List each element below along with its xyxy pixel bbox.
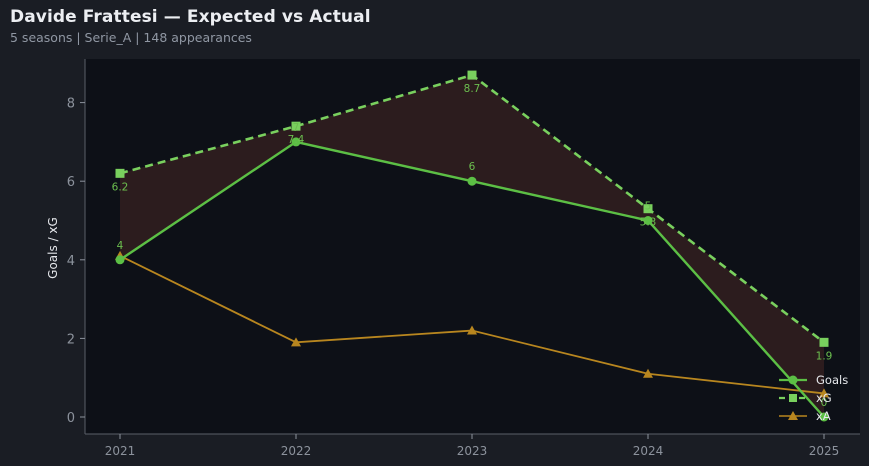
legend-triangle-icon (788, 411, 798, 420)
x-tick-label: 2022 (281, 444, 312, 458)
data-labels: 6.2 7.4 8.7 5.3 1.9 4 7 6 5 0 (112, 83, 833, 409)
x-ticks: 2021 2022 2023 2024 2025 (105, 434, 840, 458)
square-marker-icon (643, 204, 653, 214)
y-axis-label: Goals / xG (46, 217, 60, 279)
circle-marker-icon (291, 137, 301, 147)
chart-subtitle: 5 seasons | Serie_A | 148 appearances (10, 30, 252, 45)
triangle-marker-icon (291, 337, 301, 347)
goals-data-label: 0 (821, 397, 828, 409)
xg-data-label: 1.9 (816, 350, 833, 362)
xg-goals-gap-fill (120, 75, 824, 417)
triangle-marker-icon (467, 325, 477, 335)
chart-title: Davide Frattesi — Expected vs Actual (10, 7, 371, 27)
goals-data-label: 6 (469, 161, 476, 173)
legend-goals: Goals (816, 373, 848, 387)
y-tick-label: 4 (67, 254, 75, 269)
goals-data-label: 5 (645, 201, 652, 213)
y-ticks: 0 2 4 6 8 (67, 97, 85, 426)
legend-circle-icon (788, 375, 798, 385)
triangle-marker-icon (819, 388, 829, 398)
square-marker-icon (819, 337, 829, 347)
circle-marker-icon (643, 216, 653, 225)
circle-marker-icon (115, 255, 125, 265)
legend: Goals xG xA (779, 373, 848, 423)
triangle-marker-icon (643, 368, 653, 378)
circle-marker-icon (467, 176, 477, 186)
x-tick-label: 2025 (809, 444, 840, 458)
goals-data-label: 4 (117, 240, 124, 252)
circle-marker-icon (819, 412, 829, 422)
legend-square-icon (789, 394, 797, 402)
y-tick-label: 2 (67, 332, 75, 347)
legend-xa: xA (816, 409, 831, 423)
x-tick-label: 2024 (633, 444, 664, 458)
xg-data-label: 6.2 (112, 181, 129, 193)
y-tick-label: 8 (67, 97, 75, 112)
series-lines (115, 70, 829, 422)
x-tick-label: 2021 (105, 444, 136, 458)
xg-data-label: 7.4 (288, 134, 305, 146)
square-marker-icon (467, 70, 477, 80)
y-tick-label: 6 (67, 175, 75, 190)
square-marker-icon (115, 168, 125, 178)
xg-data-label: 8.7 (464, 83, 481, 95)
goals-data-label: 7 (293, 122, 300, 134)
xg-data-label: 5.3 (640, 217, 657, 229)
square-marker-icon (291, 121, 301, 131)
legend-xg: xG (816, 391, 832, 405)
y-tick-label: 0 (67, 411, 75, 426)
x-tick-label: 2023 (457, 444, 488, 458)
